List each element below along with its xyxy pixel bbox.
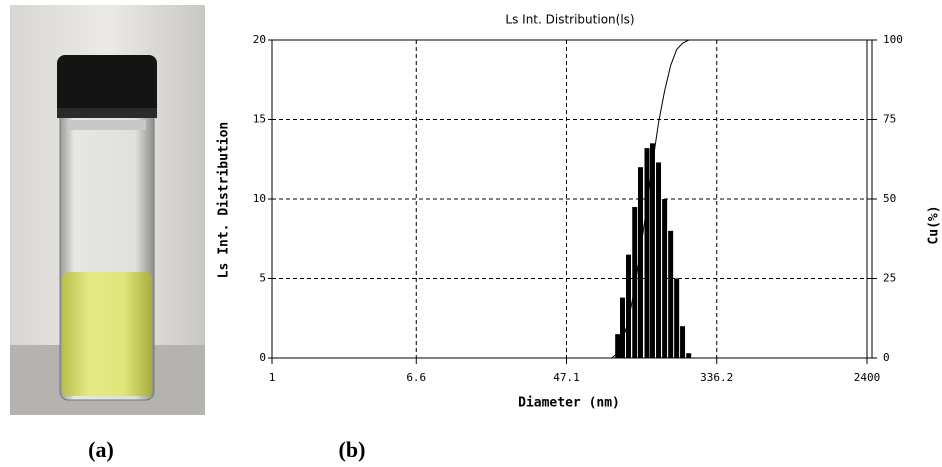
bar	[644, 148, 650, 358]
bar	[615, 334, 621, 358]
x-tick-label: 6.6	[406, 371, 426, 384]
panel-label: (a)	[88, 437, 114, 462]
y-tick-label: 15	[253, 113, 266, 126]
bar	[626, 254, 632, 358]
bar	[686, 353, 692, 358]
x-axis-label: Diameter (nm)	[518, 396, 620, 411]
plot-frame	[271, 39, 868, 359]
y2-tick-label: 0	[883, 351, 890, 364]
y-tick-label: 0	[259, 351, 266, 364]
bar	[668, 230, 674, 358]
chart-title: Ls Int. Distribution(ls)	[505, 13, 634, 27]
x-tick-label: 47.1	[553, 371, 580, 384]
bar	[674, 278, 680, 358]
x-tick-label: 2400	[854, 371, 881, 384]
y-tick-label: 10	[253, 192, 266, 205]
panel-label: (b)	[339, 437, 366, 462]
bar	[656, 162, 662, 358]
y2-tick-label: 50	[883, 192, 896, 205]
y2-tick-label: 100	[883, 33, 903, 46]
photo	[10, 5, 205, 415]
x-tick-label: 336.2	[700, 371, 733, 384]
x-tick-label: 1	[269, 371, 276, 384]
bar	[662, 199, 668, 358]
bar	[637, 167, 643, 358]
y-axis-label: Ls Int. Distribution	[217, 122, 232, 279]
bar	[680, 326, 686, 358]
y2-tick-label: 75	[883, 113, 896, 126]
cumulative-line	[611, 39, 689, 359]
bar	[632, 206, 638, 358]
y-tick-label: 20	[253, 33, 266, 46]
bar	[649, 143, 655, 358]
bar	[620, 297, 626, 358]
y2-tick-label: 25	[883, 272, 896, 285]
y2-axis-label: Cu(%)	[927, 205, 942, 244]
y-tick-label: 5	[259, 272, 266, 285]
